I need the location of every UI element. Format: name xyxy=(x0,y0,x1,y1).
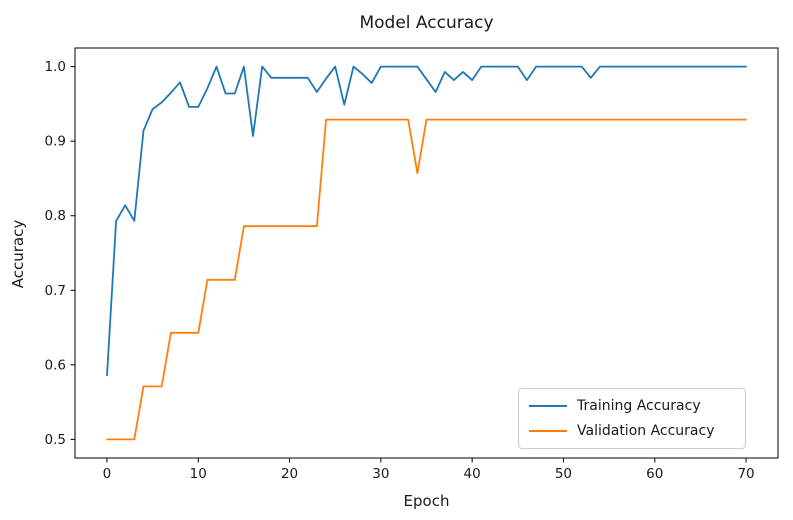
plot-border xyxy=(74,47,779,459)
x-tick-label: 50 xyxy=(555,466,572,482)
chart-title: Model Accuracy xyxy=(359,13,494,33)
x-tick-label: 70 xyxy=(737,466,754,482)
legend: Training Accuracy Validation Accuracy xyxy=(518,388,746,449)
y-tick-label: 1.0 xyxy=(45,59,66,75)
validation-line-swatch xyxy=(529,429,567,433)
y-axis-label: Accuracy xyxy=(9,219,27,289)
x-tick-label: 30 xyxy=(372,466,389,482)
x-axis-label: Epoch xyxy=(403,492,450,510)
x-tick-label: 60 xyxy=(646,466,663,482)
y-tick-label: 0.7 xyxy=(45,283,66,299)
y-tick-label: 0.6 xyxy=(45,357,66,373)
training-line-swatch xyxy=(529,404,567,408)
legend-item-validation: Validation Accuracy xyxy=(529,423,735,439)
y-tick-label: 0.8 xyxy=(45,208,66,224)
legend-label-validation: Validation Accuracy xyxy=(577,423,715,439)
y-tick-label: 0.9 xyxy=(45,134,66,150)
validation-accuracy-line xyxy=(106,118,747,441)
x-tick-label: 10 xyxy=(190,466,207,482)
x-tick-label: 40 xyxy=(464,466,481,482)
x-tick-label: 20 xyxy=(281,466,298,482)
training-accuracy-line xyxy=(106,65,747,377)
y-tick-label: 0.5 xyxy=(45,432,66,448)
legend-label-training: Training Accuracy xyxy=(577,398,701,414)
legend-item-training: Training Accuracy xyxy=(529,398,735,414)
x-tick-label: 0 xyxy=(103,466,112,482)
